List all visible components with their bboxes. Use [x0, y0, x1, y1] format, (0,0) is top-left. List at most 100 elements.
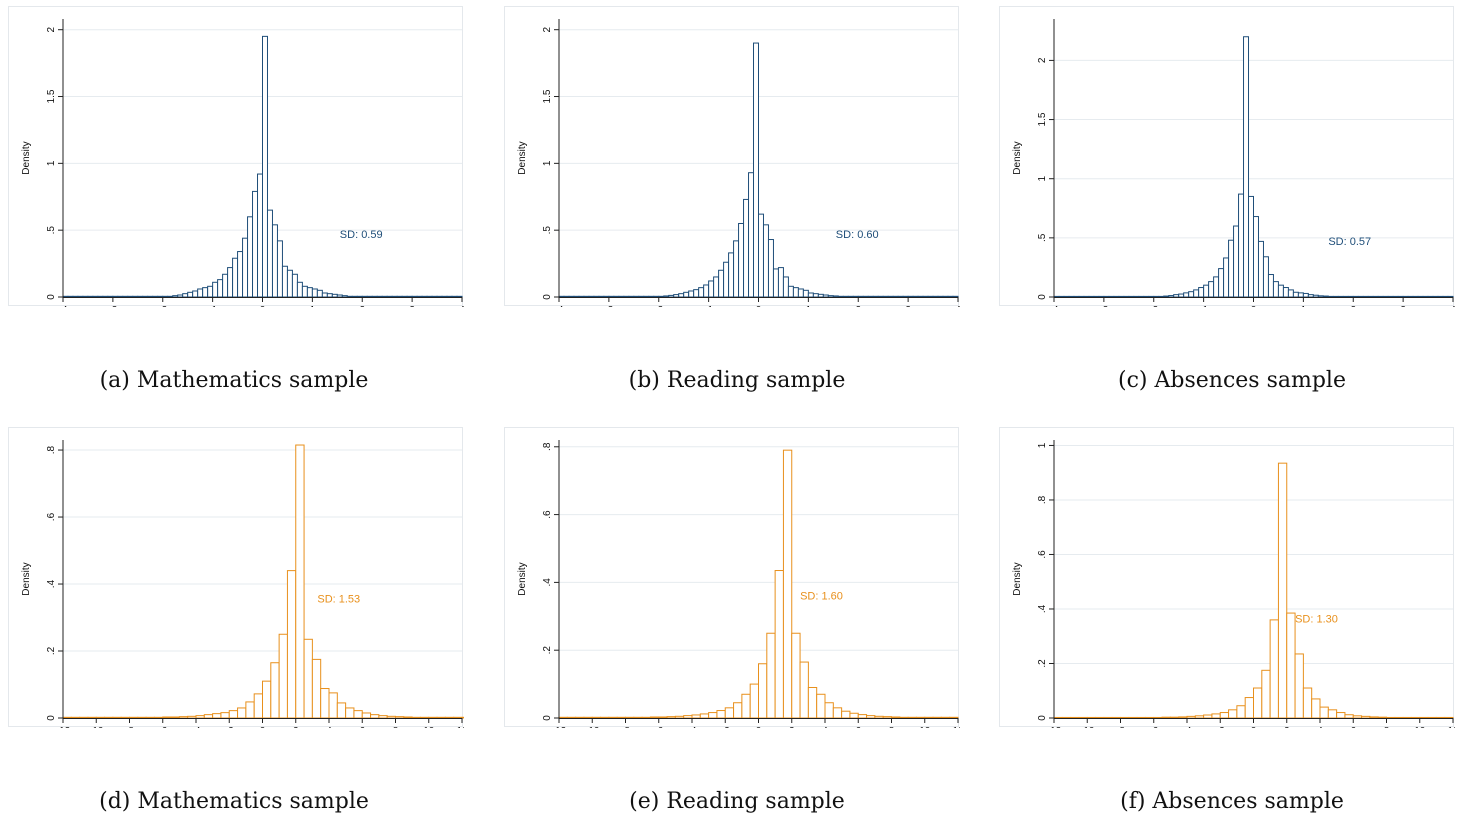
chart-d-bar [237, 707, 247, 719]
chart-a-bar [222, 273, 229, 298]
chart-a-bar [356, 295, 363, 298]
chart-panel-f: 0.2.4.6.81-12-10-8-6-4-2024681012Residua… [999, 427, 1455, 728]
chart-e-bar [625, 716, 635, 719]
chart-e-xtick-label: -8 [621, 726, 630, 728]
chart-d-ytick-label: .4 [46, 579, 57, 588]
chart-d-bar [303, 638, 313, 719]
chart-a-bar [456, 295, 463, 298]
chart-b-bar [563, 295, 570, 298]
chart-b-bar [832, 295, 839, 298]
chart-a-bar [192, 290, 199, 298]
chart-a-bar [326, 293, 333, 298]
chart-c-bar [1213, 276, 1220, 298]
chart-c-bar [1198, 287, 1205, 298]
chart-d-bar [311, 658, 322, 719]
chart-e-bar [791, 632, 801, 719]
chart-a-bar [247, 216, 254, 298]
chart-c-bar [1173, 294, 1180, 298]
chart-b-ytick-label: 0 [542, 294, 553, 300]
chart-d-bar [386, 715, 396, 719]
chart-c-bar [1108, 295, 1115, 298]
chart-a-bar [207, 285, 214, 298]
chart-f-bar [1194, 715, 1205, 719]
chart-b-bar [907, 295, 914, 298]
chart-a-bar [276, 240, 283, 298]
chart-b-bar [583, 295, 590, 298]
chart-c-bar [1068, 295, 1075, 298]
chart-d-bar [286, 570, 297, 719]
chart-a-bar [436, 295, 443, 298]
chart-d-bar [353, 710, 363, 719]
chart-d-bar [378, 715, 388, 719]
chart-b-bar [897, 295, 904, 298]
chart-c-bar [1118, 295, 1125, 298]
chart-e-bar [915, 716, 926, 719]
chart-d-xtick-label: 10 [423, 726, 435, 728]
chart-f-bar [1111, 716, 1121, 719]
chart-b-bar [733, 240, 740, 298]
chart-c-ytick-label: 0 [1037, 294, 1048, 300]
chart-c-bar [1282, 287, 1289, 298]
chart-d-bar [203, 714, 214, 719]
chart-c-xtick-label: 0 [1251, 305, 1257, 307]
chart-e-bar [799, 661, 809, 719]
chart-c-bar [1257, 240, 1264, 298]
chart-e-bar [932, 716, 942, 719]
chart-b-xtick-label: -2 [654, 305, 663, 307]
chart-b-bar [588, 295, 595, 298]
chart-a-bar [271, 224, 278, 298]
chart-f-bar [1386, 716, 1396, 719]
chart-e-bar [633, 716, 643, 719]
chart-f-bar [1277, 462, 1288, 719]
chart-e-xtick-label: -10 [585, 726, 600, 728]
caption-d: (d) Mathematics sample [99, 789, 369, 814]
chart-f-bar [1253, 687, 1263, 719]
chart-c-bar [1262, 256, 1269, 298]
chart-b-bar [648, 295, 655, 298]
chart-a-bar [281, 265, 288, 298]
chart-b-bar [837, 295, 844, 298]
chart-f-ytick-label: .8 [1037, 495, 1048, 504]
chart-e-bar [641, 716, 651, 719]
chart-b-bar [728, 252, 735, 298]
chart-d-bar [320, 688, 330, 719]
chart-f-bar [1394, 716, 1404, 719]
chart-a-bar [172, 295, 179, 298]
chart-c-bar [1243, 36, 1250, 298]
chart-f-bar [1128, 716, 1138, 719]
chart-e-bar [841, 710, 851, 719]
chart-e-bar [832, 707, 843, 719]
chart-a-bar [431, 295, 438, 298]
chart-d-xtick-label: -12 [56, 726, 71, 728]
chart-a-xtick-label: -2 [158, 305, 167, 307]
chart-f-bar [1136, 716, 1146, 719]
chart-a-ytick-label: 1 [46, 160, 57, 166]
chart-f-bar [1203, 714, 1213, 719]
chart-a-bar [102, 295, 109, 298]
chart-d-bar [453, 716, 463, 719]
chart-b-bar [593, 295, 600, 298]
chart-c-bar [1098, 295, 1105, 298]
chart-b-bar [673, 294, 680, 298]
chart-f-xtick-label: -8 [1116, 726, 1125, 728]
chart-b-bar [822, 294, 829, 298]
chart-f-bar [1219, 712, 1230, 719]
chart-c-bar [1208, 281, 1215, 298]
chart-b-bar [887, 295, 894, 298]
chart-c-bar [1397, 295, 1404, 298]
chart-b-bar [827, 295, 834, 298]
chart-b-bar [842, 295, 849, 298]
chart-b-bar [792, 287, 799, 298]
chart-a-bar [237, 251, 244, 298]
chart-a-bar [97, 295, 104, 298]
chart-c-bar [1113, 295, 1120, 298]
chart-b-bar [847, 295, 854, 298]
chart-b-bar [703, 284, 710, 298]
chart-a-bar [321, 292, 328, 298]
chart-c-bar [1332, 295, 1339, 298]
chart-c-bar [1203, 284, 1210, 298]
chart-e-ylabel: Density [517, 562, 528, 595]
chart-a-bar [376, 295, 383, 298]
chart-c-ytick-label: 1 [1037, 175, 1048, 181]
chart-a-bar [421, 295, 428, 298]
